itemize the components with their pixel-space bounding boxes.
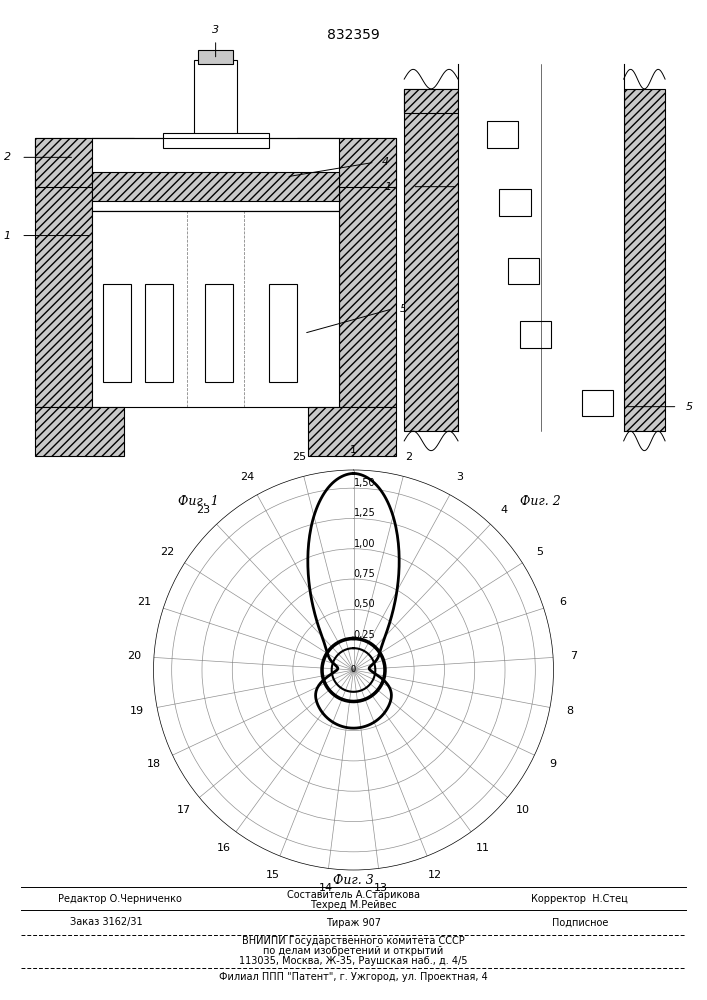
Text: 0: 0: [351, 666, 356, 674]
Bar: [92, 211, 339, 407]
Bar: [35, 407, 124, 456]
Bar: [198, 50, 233, 64]
Text: 3: 3: [212, 25, 219, 35]
Text: Фиг. 3: Фиг. 3: [333, 874, 374, 887]
Text: 5: 5: [686, 402, 693, 412]
Text: по делам изобретений и открытий: по делам изобретений и открытий: [264, 946, 443, 956]
Text: Фиг. 1: Фиг. 1: [177, 495, 218, 508]
Bar: [145, 284, 173, 382]
Bar: [499, 189, 530, 216]
Bar: [103, 284, 131, 382]
Bar: [205, 284, 233, 382]
Text: 5: 5: [399, 304, 407, 314]
Bar: [404, 89, 458, 113]
Bar: [487, 121, 518, 148]
Text: Филиал ППП "Патент", г. Ужгород, ул. Проектная, 4: Филиал ППП "Патент", г. Ужгород, ул. Про…: [219, 972, 488, 982]
Text: Редактор О.Черниченко: Редактор О.Черниченко: [58, 894, 182, 904]
Bar: [520, 321, 551, 348]
Text: Техред М.Рейвес: Техред М.Рейвес: [310, 900, 397, 910]
Text: Подписное: Подписное: [551, 918, 608, 928]
Text: Фиг. 2: Фиг. 2: [520, 495, 561, 508]
Text: 113035, Москва, Ж-35, Раушская наб., д. 4/5: 113035, Москва, Ж-35, Раушская наб., д. …: [239, 956, 468, 966]
Bar: [458, 64, 624, 431]
Text: Тираж 907: Тираж 907: [326, 918, 381, 928]
Bar: [297, 138, 396, 187]
Text: 2: 2: [4, 152, 11, 162]
Bar: [92, 172, 339, 201]
Bar: [624, 89, 665, 431]
Text: 1: 1: [4, 231, 11, 241]
Bar: [508, 258, 539, 284]
Bar: [194, 60, 237, 138]
Text: ВНИИПИ Государственного комитета СССР: ВНИИПИ Государственного комитета СССР: [242, 936, 465, 946]
Bar: [339, 138, 396, 407]
Bar: [269, 284, 297, 382]
Text: 1: 1: [385, 182, 392, 192]
Bar: [35, 138, 92, 407]
Bar: [404, 89, 458, 431]
Text: 832359: 832359: [327, 28, 380, 42]
Bar: [35, 138, 134, 187]
Bar: [308, 407, 396, 456]
Text: 4: 4: [382, 157, 389, 167]
Text: Заказ 3162/31: Заказ 3162/31: [70, 918, 142, 928]
Bar: [92, 138, 339, 211]
Bar: [583, 390, 614, 416]
Text: Корректор  Н.Стец: Корректор Н.Стец: [531, 894, 629, 904]
Text: Составитель А.Старикова: Составитель А.Старикова: [287, 890, 420, 900]
Bar: [163, 133, 269, 148]
